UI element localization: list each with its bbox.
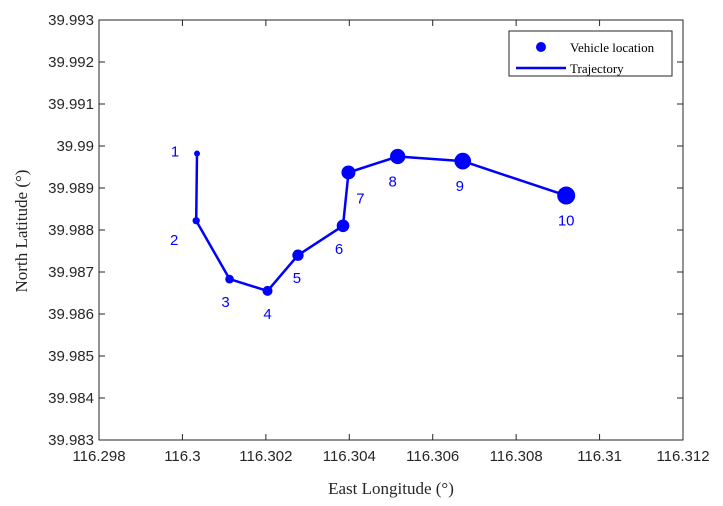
legend-entry-vehicle-location: Vehicle location — [570, 40, 655, 55]
point-label: 7 — [356, 190, 364, 207]
point-labels: 1 2 3 4 5 6 7 8 9 10 — [170, 144, 575, 323]
y-tick-label: 39.983 — [48, 432, 94, 449]
y-tick-label: 39.993 — [48, 12, 94, 29]
point-label: 10 — [558, 213, 575, 230]
vehicle-location-point — [454, 152, 472, 170]
point-label: 4 — [263, 306, 271, 323]
x-tick-label: 116.312 — [656, 448, 709, 465]
point-label: 9 — [456, 178, 464, 195]
plot-frame — [98, 19, 684, 441]
x-tick-label: 116.304 — [323, 448, 376, 465]
point-label: 5 — [293, 270, 301, 287]
y-tick-label: 39.991 — [48, 96, 94, 113]
y-tick-label: 39.985 — [48, 348, 94, 365]
y-tick-label: 39.99 — [56, 138, 94, 155]
x-tick-label: 116.298 — [72, 448, 125, 465]
x-tick-label: 116.306 — [406, 448, 459, 465]
y-tick-label: 39.992 — [48, 54, 94, 71]
y-tick-label: 39.988 — [48, 222, 94, 239]
vehicle-location-point — [194, 150, 201, 157]
legend: Vehicle location Trajectory — [508, 30, 673, 77]
x-tick-label: 116.302 — [239, 448, 292, 465]
y-tick-label: 39.986 — [48, 306, 94, 323]
point-label: 2 — [170, 232, 178, 249]
y-tick-label: 39.987 — [48, 264, 94, 281]
x-tick-label: 116.308 — [490, 448, 543, 465]
vehicle-location-point — [390, 148, 406, 165]
vehicle-location-point — [262, 285, 273, 296]
legend-marker-icon — [536, 42, 546, 52]
vehicle-location-point — [225, 274, 234, 284]
y-tick-label: 39.989 — [48, 180, 94, 197]
point-label: 1 — [171, 144, 179, 161]
point-label: 3 — [221, 294, 229, 311]
x-tick-label: 116.3 — [164, 448, 200, 465]
y-tick-label: 39.984 — [48, 390, 94, 407]
legend-entry-trajectory: Trajectory — [570, 61, 624, 76]
point-label: 6 — [335, 241, 343, 258]
plot-series — [192, 148, 576, 296]
axes: 116.298 116.3 116.302 116.304 116.306 116.308… — [48, 12, 709, 465]
vehicle-location-point — [336, 219, 350, 233]
vehicle-location-point — [292, 249, 304, 261]
x-tick-label: 116.31 — [577, 448, 622, 465]
x-axis-label: East Longitude (°) — [328, 479, 454, 498]
vehicle-location-point — [341, 165, 356, 180]
vehicle-location-point — [192, 217, 200, 225]
vehicle-location-point — [557, 186, 576, 205]
point-label: 8 — [389, 174, 397, 191]
trajectory-line — [194, 153, 567, 293]
y-axis-label: North Latitude (°) — [12, 170, 31, 293]
